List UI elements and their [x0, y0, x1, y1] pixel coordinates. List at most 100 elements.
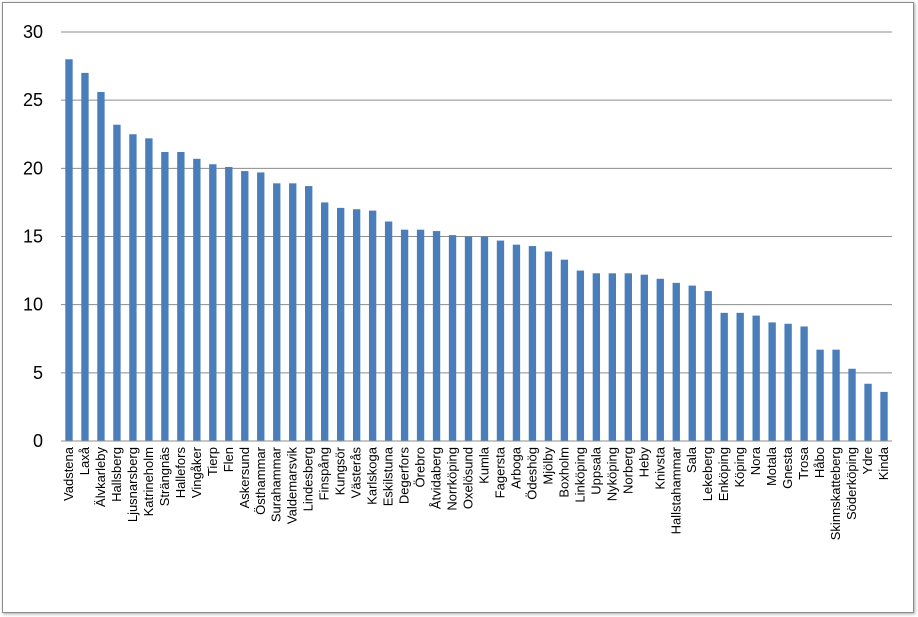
x-tick-label: Arboga	[508, 446, 523, 489]
x-tick-label: Uppsala	[588, 446, 603, 494]
bar	[113, 124, 121, 441]
x-tick-label: Kungsör	[333, 446, 348, 495]
x-tick-label: Surahammar	[269, 446, 284, 522]
bar	[400, 229, 409, 441]
x-tick-label: Vingåker	[189, 446, 204, 498]
bar	[800, 326, 808, 441]
x-tick-label: Gnesta	[780, 446, 795, 489]
bar	[784, 323, 792, 441]
bar	[65, 59, 73, 442]
x-tick-label: Heby	[636, 447, 651, 478]
bar	[672, 282, 680, 441]
x-tick-label: Flen	[221, 447, 236, 472]
x-tick-label: Degerfors	[397, 447, 412, 505]
y-tick-label: 10	[23, 295, 43, 315]
x-tick-label: Strängnäs	[157, 447, 172, 507]
bar	[880, 391, 888, 441]
x-tick-label: Knivsta	[652, 446, 667, 489]
y-tick-label: 5	[33, 363, 43, 383]
y-tick-label: 30	[23, 22, 43, 42]
bar	[177, 151, 185, 441]
bar	[768, 322, 776, 441]
x-tick-label: Askersund	[237, 447, 252, 508]
bar	[496, 240, 505, 441]
x-tick-label: Motala	[764, 446, 779, 486]
bar	[560, 259, 569, 441]
bar	[432, 231, 441, 441]
bar	[257, 172, 265, 441]
bar	[736, 312, 744, 441]
bar	[864, 383, 872, 441]
x-tick-label: Enköping	[716, 447, 731, 501]
bar	[352, 209, 361, 441]
x-tick-label: Trosa	[796, 446, 811, 480]
bar	[576, 270, 585, 441]
y-tick-label: 25	[23, 90, 43, 110]
x-tick-label: Lindesberg	[301, 447, 316, 511]
x-tick-label: Söderköping	[844, 447, 859, 520]
bar	[480, 236, 489, 441]
bar	[688, 285, 696, 441]
x-tick-label: Kumla	[476, 446, 491, 484]
y-tick-label: 20	[23, 158, 43, 178]
bar	[608, 273, 617, 441]
bar	[640, 274, 648, 441]
gridlines	[61, 31, 892, 374]
x-tick-label: Skinnskatteberg	[828, 447, 843, 540]
x-tick-label: Vadstena	[61, 446, 76, 501]
x-tick-label: Oxelösund	[461, 447, 476, 509]
bar	[848, 368, 856, 441]
x-tick-label: Ljusnarsberg	[125, 447, 140, 522]
bar	[273, 183, 281, 441]
x-tick-label: Älvkarleby	[93, 447, 108, 507]
x-axis-labels: Vadstena Laxå Älvkarleby Hallsberg Ljusnarsb…	[61, 446, 891, 540]
bar	[656, 278, 664, 441]
bar	[145, 138, 153, 441]
bar	[592, 273, 601, 441]
x-tick-label: Kinda	[876, 446, 891, 480]
bar	[97, 91, 105, 441]
bar	[384, 221, 393, 441]
x-tick-label: Boxholm	[556, 447, 571, 498]
x-tick-label: Hallefors	[173, 447, 188, 499]
bar	[81, 72, 89, 442]
bar	[832, 349, 840, 441]
bar	[305, 186, 313, 441]
bar	[209, 164, 217, 441]
bar	[464, 236, 473, 441]
bar	[624, 273, 632, 441]
x-tick-label: Eskilstuna	[381, 446, 396, 506]
x-tick-label: Norrköping	[445, 447, 460, 511]
x-tick-label: Nora	[748, 446, 763, 475]
y-tick-label: 0	[33, 431, 43, 451]
bar	[752, 315, 760, 441]
bar	[512, 244, 521, 441]
x-tick-label: Tierp	[205, 447, 220, 476]
x-tick-label: Ödeshög	[524, 447, 539, 500]
bar	[816, 349, 824, 441]
bar	[528, 246, 537, 441]
bar	[321, 202, 329, 441]
bar	[241, 171, 249, 441]
x-tick-label: Norberg	[620, 447, 635, 494]
x-tick-label: Sala	[684, 446, 699, 473]
bar	[448, 235, 457, 441]
x-tick-label: Örebro	[413, 447, 428, 487]
bar	[544, 251, 553, 441]
bar	[193, 158, 201, 442]
x-tick-label: Fagersta	[492, 446, 507, 498]
x-tick-label: Linköping	[572, 447, 587, 503]
bar	[129, 134, 137, 441]
bar	[336, 207, 345, 441]
bar	[368, 210, 377, 441]
x-tick-label: Åtvidaberg	[429, 447, 444, 509]
bar	[416, 229, 425, 441]
x-tick-label: Karlskoga	[365, 446, 380, 505]
x-tick-label: Laxå	[77, 446, 92, 475]
x-tick-label: Mjölby	[540, 447, 555, 485]
bar	[161, 151, 169, 441]
x-tick-label: Västerås	[349, 447, 364, 499]
x-tick-label: Ydre	[860, 447, 875, 474]
